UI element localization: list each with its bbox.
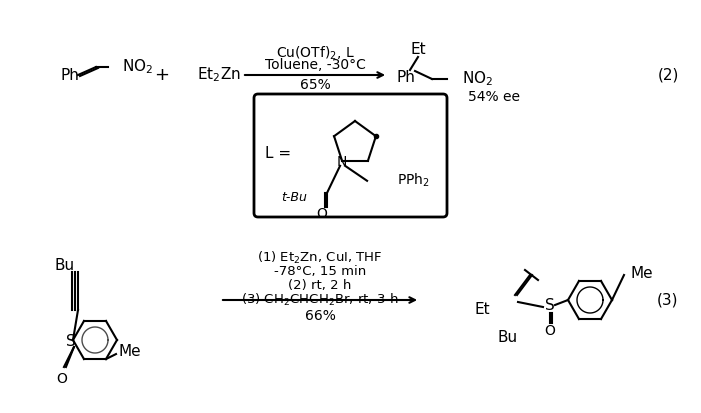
Text: PPh$_2$: PPh$_2$: [397, 172, 430, 190]
Text: (2) rt, 2 h: (2) rt, 2 h: [288, 280, 352, 292]
Text: O: O: [317, 207, 327, 221]
Text: 54% ee: 54% ee: [468, 90, 520, 104]
Text: L =: L =: [265, 145, 291, 161]
Text: Et: Et: [475, 302, 490, 318]
Text: S: S: [545, 297, 555, 313]
Text: Ph: Ph: [396, 69, 415, 85]
Text: N: N: [337, 155, 347, 169]
Text: (3): (3): [658, 292, 679, 308]
Text: Ph: Ph: [60, 67, 79, 83]
Text: Et: Et: [410, 43, 426, 57]
Text: -78°C, 15 min: -78°C, 15 min: [274, 266, 366, 278]
Text: S: S: [66, 334, 76, 349]
Text: NO$_2$: NO$_2$: [122, 58, 154, 76]
Text: Et$_2$Zn: Et$_2$Zn: [197, 66, 241, 84]
Text: Cu(OTf)$_2$, L: Cu(OTf)$_2$, L: [275, 44, 355, 62]
Text: O: O: [545, 324, 555, 338]
Text: NO$_2$: NO$_2$: [462, 70, 494, 88]
Text: +: +: [154, 66, 170, 84]
Text: Me: Me: [118, 344, 141, 358]
Text: (2): (2): [658, 67, 679, 83]
Text: (3) CH$_2$CHCH$_2$Br, rt, 3 h: (3) CH$_2$CHCH$_2$Br, rt, 3 h: [241, 292, 399, 308]
Text: Toluene, -30°C: Toluene, -30°C: [264, 58, 365, 72]
FancyBboxPatch shape: [254, 94, 447, 217]
Text: 66%: 66%: [304, 309, 336, 323]
Text: 65%: 65%: [299, 78, 330, 92]
Text: (1) Et$_2$Zn, CuI, THF: (1) Et$_2$Zn, CuI, THF: [257, 250, 383, 266]
Text: t-Bu: t-Bu: [281, 191, 307, 204]
Text: Bu: Bu: [498, 330, 518, 346]
Text: Bu: Bu: [55, 257, 75, 273]
Text: Me: Me: [630, 266, 653, 280]
Text: O: O: [57, 372, 67, 386]
